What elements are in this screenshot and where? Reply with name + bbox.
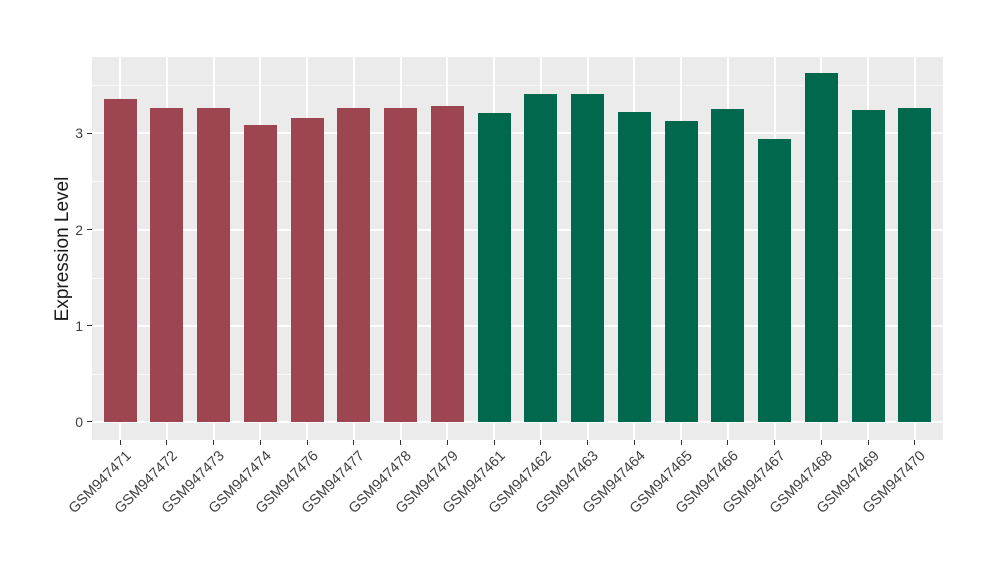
bar-GSM947463	[571, 94, 605, 422]
gridline-minor-horizontal	[92, 373, 943, 375]
gridline-minor-horizontal	[92, 277, 943, 279]
x-tick-mark	[446, 440, 448, 445]
gridline-major-horizontal	[92, 324, 943, 327]
bar-GSM947468	[804, 72, 838, 422]
x-tick-mark	[540, 440, 542, 445]
bar-GSM947477	[337, 108, 371, 422]
x-tick-mark	[493, 440, 495, 445]
x-tick-mark	[727, 440, 729, 445]
bar-GSM947478	[384, 107, 418, 422]
bar-GSM947466	[711, 109, 745, 422]
y-tick-mark	[87, 132, 92, 134]
bar-GSM947473	[197, 108, 231, 422]
x-tick-mark	[633, 440, 635, 445]
gridline-major-horizontal	[92, 420, 943, 423]
gridline-minor-horizontal	[92, 181, 943, 183]
bar-GSM947479	[430, 105, 464, 422]
bar-GSM947472	[150, 107, 184, 422]
x-tick-mark	[867, 440, 869, 445]
bar-GSM947469	[851, 110, 885, 422]
bar-GSM947474	[243, 124, 277, 422]
bar-GSM947462	[524, 94, 558, 422]
x-tick-mark	[680, 440, 682, 445]
x-tick-mark	[774, 440, 776, 445]
y-tick-label: 3	[75, 125, 83, 142]
x-tick-mark	[306, 440, 308, 445]
y-tick-label: 1	[75, 317, 83, 334]
x-tick-mark	[400, 440, 402, 445]
gridline-minor-horizontal	[92, 85, 943, 87]
bar-GSM947467	[758, 139, 792, 422]
x-tick-mark	[259, 440, 261, 445]
y-tick-mark	[87, 325, 92, 327]
bar-GSM947464	[617, 112, 651, 422]
y-tick-label: 0	[75, 413, 83, 430]
x-tick-mark	[353, 440, 355, 445]
bar-GSM947471	[103, 98, 137, 422]
gridline-major-horizontal	[92, 132, 943, 135]
y-axis-title: Expression Level	[52, 176, 73, 321]
gridline-major-horizontal	[92, 228, 943, 231]
x-tick-mark	[166, 440, 168, 445]
bar-GSM947465	[664, 120, 698, 422]
x-tick-mark	[119, 440, 121, 445]
y-tick-mark	[87, 421, 92, 423]
bar-GSM947470	[898, 108, 932, 422]
bar-GSM947476	[290, 118, 324, 422]
x-tick-mark	[914, 440, 916, 445]
x-tick-mark	[213, 440, 215, 445]
y-tick-label: 2	[75, 221, 83, 238]
bar-GSM947461	[477, 113, 511, 422]
plot-panel	[92, 57, 943, 440]
x-tick-mark	[587, 440, 589, 445]
y-tick-mark	[87, 229, 92, 230]
x-tick-mark	[820, 440, 822, 445]
